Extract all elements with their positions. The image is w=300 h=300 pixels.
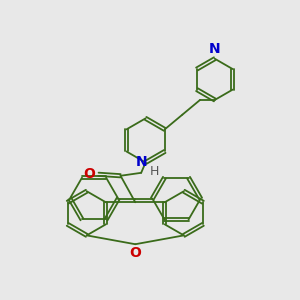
Text: N: N	[135, 155, 147, 169]
Text: N: N	[209, 42, 220, 56]
Text: O: O	[129, 246, 141, 260]
Text: O: O	[84, 167, 95, 181]
Text: H: H	[150, 165, 159, 178]
